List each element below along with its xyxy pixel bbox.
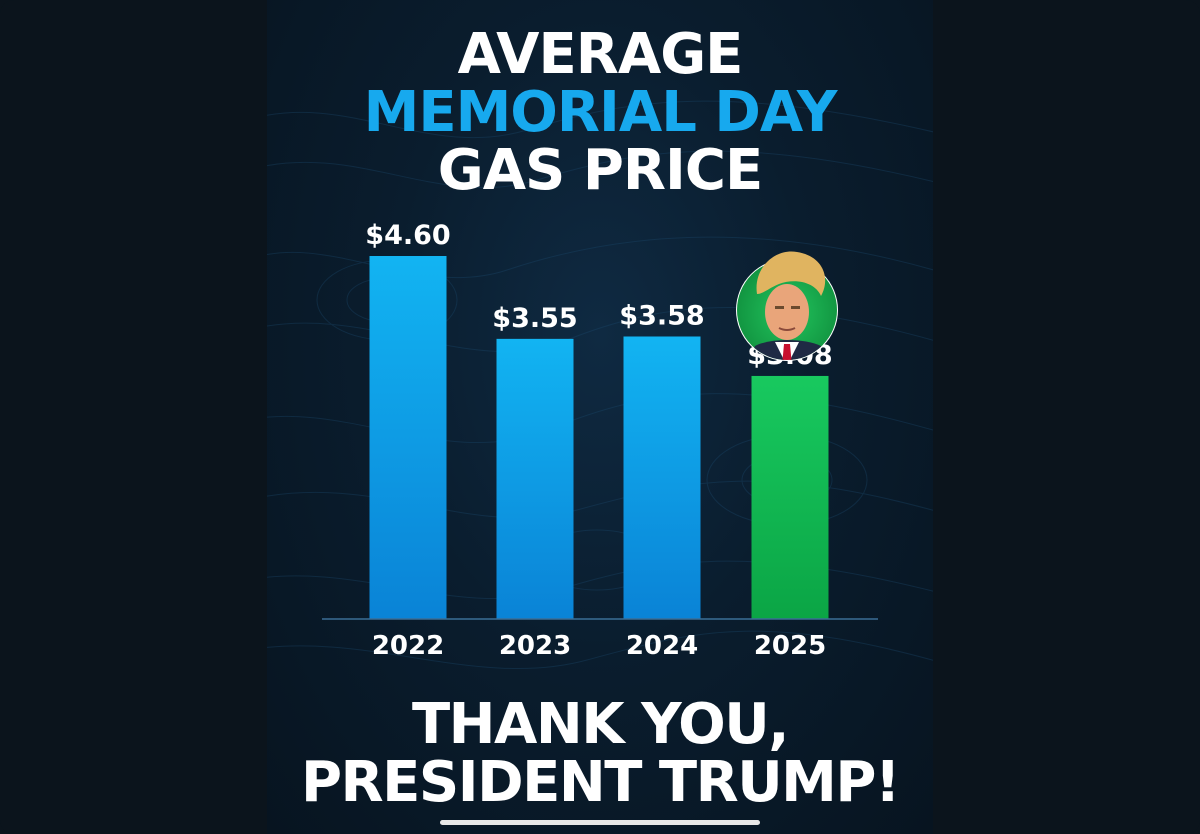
thank-you-line: THANK YOU,	[411, 692, 790, 757]
x-tick-2024: 2024	[626, 631, 698, 661]
x-tick-2025: 2025	[754, 631, 826, 661]
data-label-2024: $3.58	[619, 300, 704, 331]
title-line-2: MEMORIAL DAY	[363, 80, 838, 145]
home-indicator[interactable]	[440, 820, 760, 825]
data-label-2022: $4.60	[365, 220, 450, 251]
data-label-2023: $3.55	[492, 303, 577, 334]
x-tick-2023: 2023	[499, 631, 571, 661]
title-line-1: AVERAGE	[457, 22, 744, 87]
bar-2024	[623, 336, 701, 619]
president-portrait-avatar	[736, 251, 838, 361]
gas-price-poster: AVERAGE MEMORIAL DAY GAS PRICE $4.60 $3.5…	[267, 0, 933, 834]
president-trump-line: PRESIDENT TRUMP!	[301, 750, 901, 815]
bar-2023	[496, 338, 574, 619]
bar-2025	[751, 375, 829, 619]
title-line-3: GAS PRICE	[437, 138, 763, 203]
x-tick-2022: 2022	[372, 631, 444, 661]
bar-2022	[369, 256, 447, 619]
